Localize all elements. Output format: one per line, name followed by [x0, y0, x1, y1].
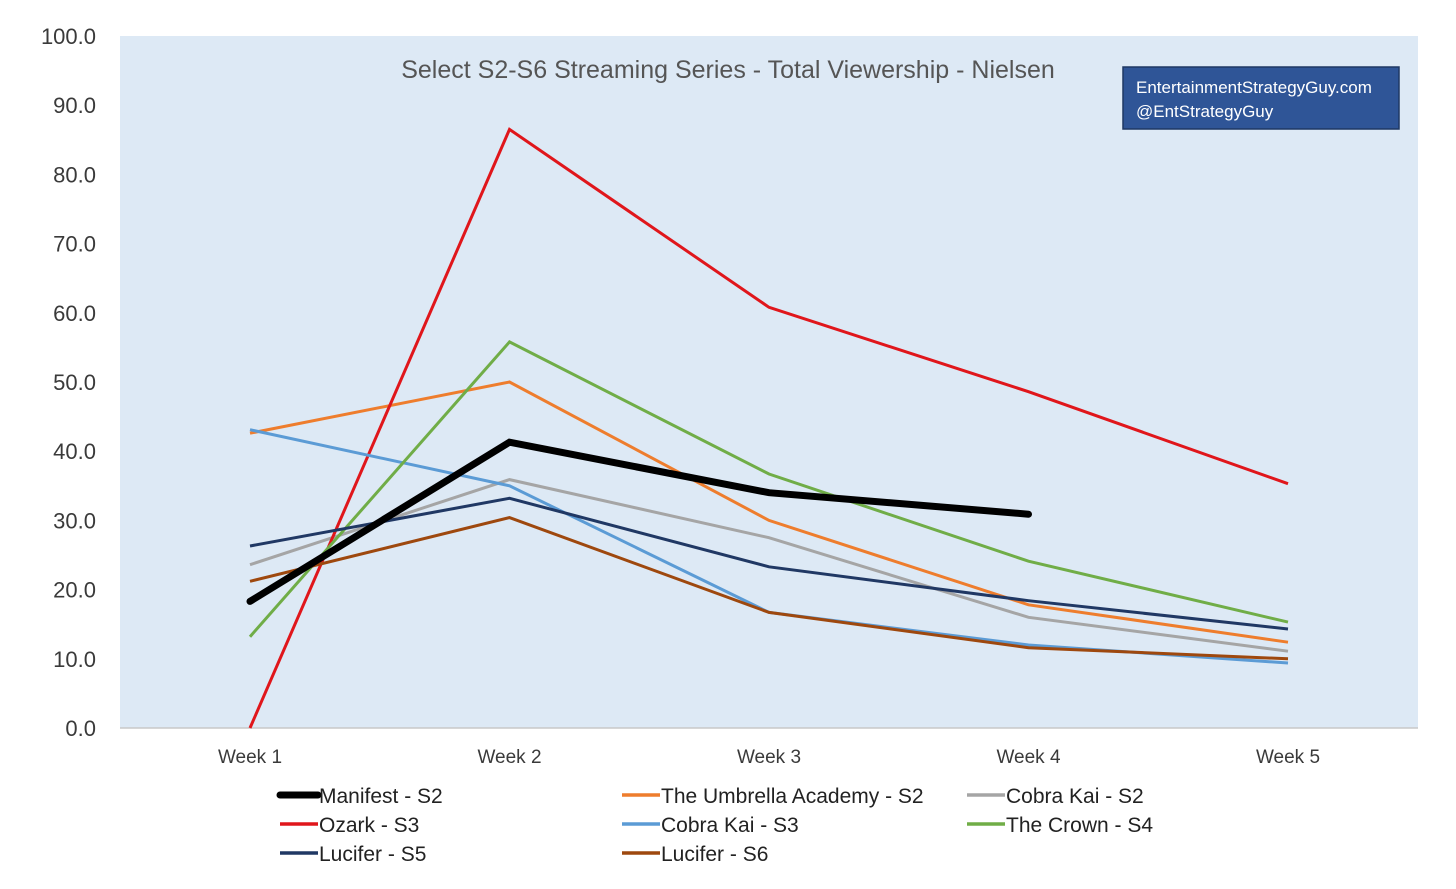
- series-line: [248, 127, 1289, 729]
- series-line: [249, 516, 1289, 661]
- y-tick-label: 10.0: [53, 647, 96, 672]
- legend-label: Manifest - S2: [319, 785, 443, 808]
- series-line: [246, 438, 1032, 605]
- legend-label: Lucifer - S5: [319, 843, 426, 866]
- x-tick-label: Week 1: [218, 747, 282, 768]
- y-tick-label: 20.0: [53, 578, 96, 603]
- series-line: [249, 478, 1289, 653]
- series-line: [248, 340, 1289, 638]
- y-tick-label: 90.0: [53, 93, 96, 118]
- y-tick-label: 60.0: [53, 301, 96, 326]
- y-tick-label: 30.0: [53, 508, 96, 533]
- legend: Manifest - S2 The Umbrella Academy - S2 Co…: [276, 785, 1153, 866]
- legend-label: The Umbrella Academy - S2: [661, 785, 924, 808]
- legend-label: Cobra Kai - S2: [1006, 785, 1144, 808]
- y-tick-label: 80.0: [53, 162, 96, 187]
- y-tick-label: 50.0: [53, 370, 96, 395]
- x-tick-label: Week 3: [737, 747, 801, 768]
- chart-title: Select S2-S6 Streaming Series - Total Vi…: [401, 56, 1055, 84]
- x-tick-label: Week 2: [477, 747, 541, 768]
- legend-label: Lucifer - S6: [661, 843, 768, 866]
- legend-label: The Crown - S4: [1006, 814, 1153, 837]
- legend-label: Ozark - S3: [319, 814, 419, 837]
- y-tick-label: 70.0: [53, 232, 96, 257]
- y-tick-label: 100.0: [41, 24, 96, 49]
- x-tick-label: Week 5: [1256, 747, 1320, 768]
- legend-label: Cobra Kai - S3: [661, 814, 799, 837]
- y-tick-label: 0.0: [65, 716, 96, 741]
- series-line: [249, 496, 1289, 631]
- series-line: [249, 380, 1289, 644]
- x-axis-ticks: Week 1 Week 2 Week 3 Week 4 Week 5: [218, 747, 1320, 768]
- watermark-site: EntertainmentStrategyGuy.com: [1136, 78, 1372, 97]
- y-tick-label: 40.0: [53, 439, 96, 464]
- y-axis-ticks: 0.0 10.0 20.0 30.0 40.0 50.0 60.0 70.0 80.0 90.0 1…: [41, 24, 96, 741]
- x-tick-label: Week 4: [996, 747, 1061, 768]
- watermark-box: EntertainmentStrategyGuy.com @EntStrateg…: [1122, 66, 1400, 130]
- plot-area: [120, 36, 1418, 728]
- series-lines: [246, 127, 1289, 729]
- watermark-handle: @EntStrategyGuy: [1136, 102, 1274, 121]
